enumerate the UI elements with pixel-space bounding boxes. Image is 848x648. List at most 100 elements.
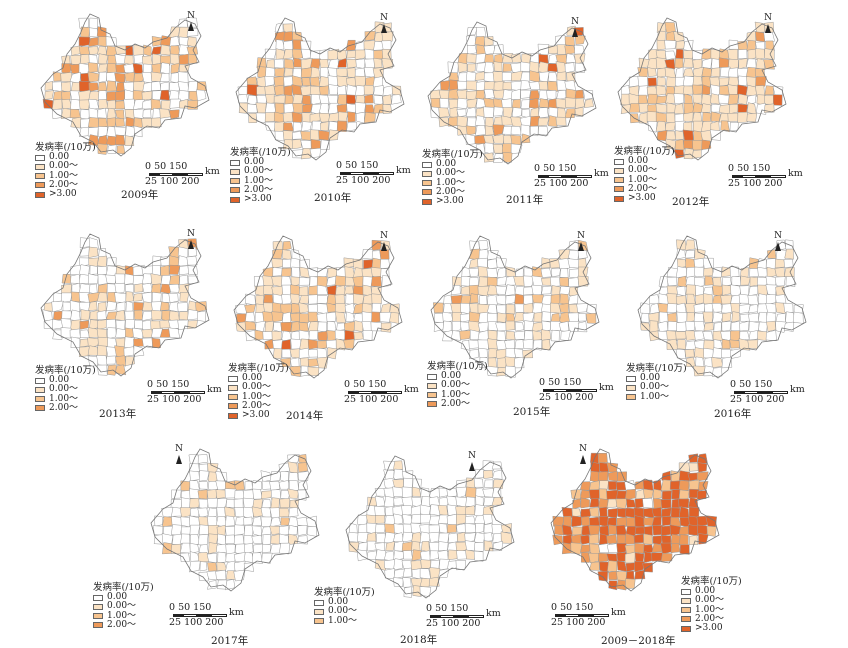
county-region: [252, 543, 264, 554]
county-region: [384, 559, 396, 570]
county-region: [479, 295, 488, 305]
county-region: [170, 543, 182, 555]
county-region: [116, 301, 126, 312]
county-region: [207, 507, 217, 518]
county-region: [429, 542, 441, 553]
county-region: [570, 489, 582, 500]
legend-swatch: [422, 170, 432, 177]
county-region: [291, 75, 303, 87]
county-region: [189, 551, 200, 562]
county-region: [438, 523, 448, 535]
county-region: [442, 329, 453, 342]
county-region: [766, 320, 776, 332]
county-region: [651, 516, 662, 526]
county-region: [168, 301, 179, 313]
county-region: [473, 532, 486, 544]
legend-label: 1.00～: [695, 604, 725, 615]
county-region: [598, 543, 610, 553]
county-region: [651, 552, 663, 562]
legend-label: 0.00～: [695, 595, 725, 606]
county-region: [656, 67, 667, 78]
legend-item: 1.00～: [314, 616, 375, 626]
legend-item: 1.00～: [427, 390, 488, 400]
county-region: [757, 266, 768, 278]
county-region: [520, 89, 531, 99]
county-region: [580, 552, 592, 563]
county-region: [634, 560, 645, 573]
legend-swatch: [228, 403, 238, 410]
county-region: [252, 552, 263, 564]
county-region: [150, 273, 162, 285]
legend-title: 发病率(/10万): [614, 146, 675, 157]
legend-item: 0.00: [35, 152, 96, 162]
county-region: [260, 516, 272, 527]
county-region: [531, 284, 542, 296]
county-region: [561, 524, 573, 536]
county-region: [178, 255, 189, 267]
county-region: [530, 107, 540, 118]
county-region: [706, 525, 717, 537]
county-region: [70, 116, 82, 129]
county-region: [141, 282, 154, 293]
county-region: [141, 273, 153, 285]
county-region: [69, 108, 81, 119]
map-panel-2009: N 发病率(/10万) 0.00 0.00～ 1.00～ 2.00～ >3.00 0 5…: [35, 10, 235, 210]
county-region: [71, 291, 82, 303]
county-region: [514, 321, 525, 332]
legend-label: 2.00～: [441, 398, 471, 409]
county-region: [694, 276, 705, 288]
county-region: [504, 356, 517, 368]
county-region: [599, 516, 609, 528]
county-region: [419, 531, 432, 544]
county-region: [189, 524, 201, 536]
yunnan-choropleth-2009: [40, 13, 210, 157]
county-region: [647, 67, 657, 77]
year-label: 2014年: [286, 410, 324, 422]
county-region: [134, 283, 144, 293]
county-region: [70, 319, 82, 331]
county-region: [374, 488, 386, 497]
county-region: [554, 524, 565, 536]
county-region: [455, 559, 466, 571]
county-region: [665, 121, 676, 131]
county-region: [274, 58, 285, 69]
county-region: [280, 321, 293, 333]
legend-label: 0.00～: [49, 384, 79, 395]
county-region: [673, 149, 685, 159]
county-region: [354, 49, 367, 60]
county-region: [667, 321, 678, 331]
county-region: [187, 80, 198, 92]
county-region: [566, 71, 576, 83]
legend-swatch: [422, 161, 432, 168]
county-region: [363, 84, 374, 96]
county-region: [264, 48, 277, 59]
county-region: [343, 338, 355, 349]
county-region: [334, 329, 346, 340]
county-region: [169, 109, 180, 120]
county-region: [538, 125, 549, 136]
county-region: [298, 286, 309, 297]
county-region: [729, 121, 739, 132]
county-region: [666, 76, 677, 88]
county-region: [747, 294, 759, 306]
county-region: [206, 553, 218, 564]
county-region: [244, 304, 256, 315]
year-label: 2016年: [714, 408, 752, 420]
county-region: [296, 517, 309, 527]
county-region: [179, 292, 190, 303]
scale-bar: 0 50 150 25 100 200 km: [426, 604, 501, 629]
county-region: [373, 57, 383, 69]
county-region: [692, 93, 704, 104]
county-region: [684, 239, 696, 251]
county-region: [487, 357, 497, 368]
county-region: [78, 36, 91, 47]
county-region: [676, 321, 687, 332]
county-region: [216, 543, 228, 553]
scale-bottom-labels: 25 100 200: [426, 618, 481, 629]
county-region: [337, 57, 347, 68]
legend-swatch: [681, 625, 691, 632]
county-region: [61, 91, 71, 101]
county-region: [289, 499, 300, 509]
province-outline: [427, 21, 597, 165]
county-region: [492, 479, 504, 489]
